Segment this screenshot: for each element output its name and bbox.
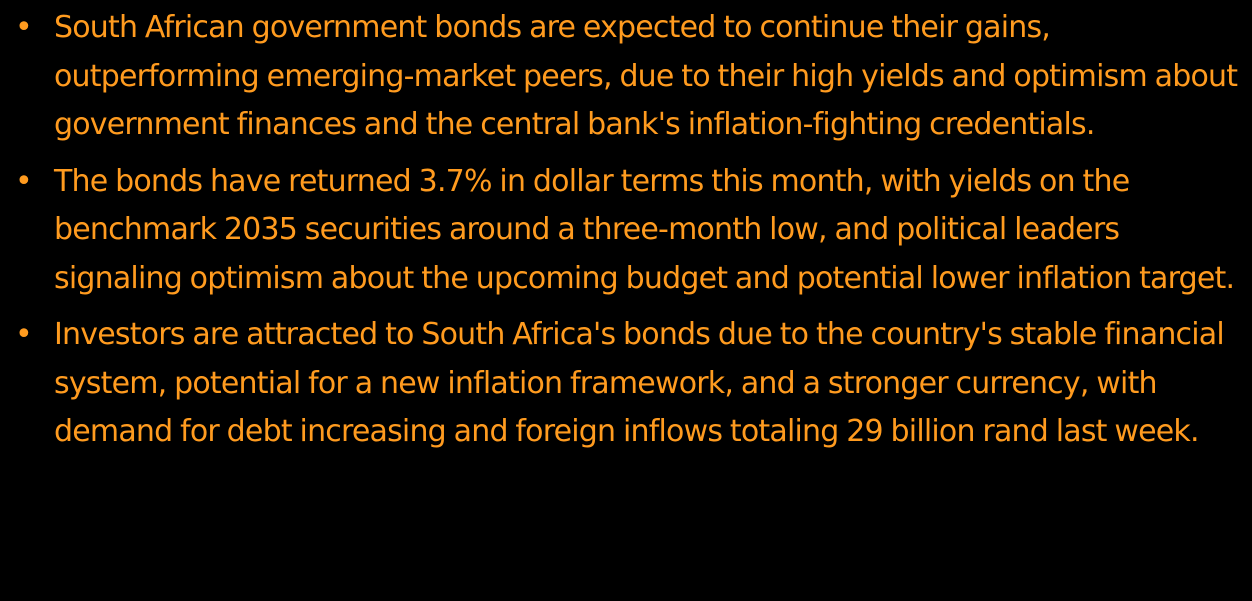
bullet-point-icon: •	[15, 10, 33, 45]
summary-bullet-text: Investors are attracted to South Africa'…	[54, 317, 1225, 449]
summary-bullet-item: • The bonds have returned 3.7% in dollar…	[0, 158, 1252, 304]
summary-bullet-item: • South African government bonds are exp…	[0, 4, 1252, 150]
bullet-point-icon: •	[15, 163, 33, 199]
bullet-point-icon: •	[15, 317, 33, 352]
summary-bullet-text: The bonds have returned 3.7% in dollar t…	[54, 163, 1235, 296]
summary-bullet-text: South African government bonds are expec…	[54, 10, 1238, 142]
summary-bullet-list: • South African government bonds are exp…	[0, 4, 1252, 457]
summary-bullet-item: • Investors are attracted to South Afric…	[0, 311, 1252, 457]
